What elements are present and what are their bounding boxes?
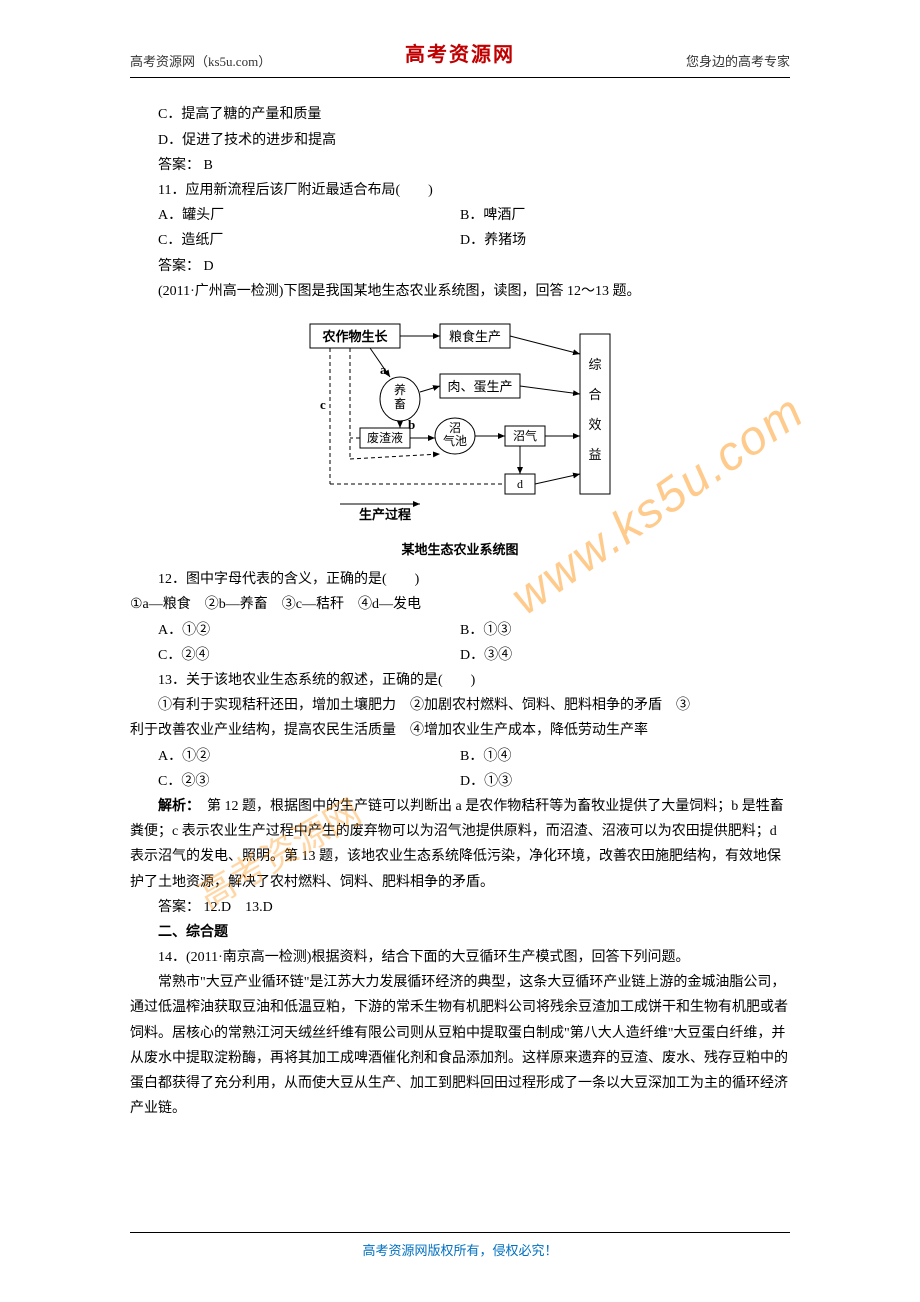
svg-text:沼: 沼 xyxy=(449,421,461,435)
svg-text:效: 效 xyxy=(588,417,601,432)
q12-option-b: B．①③ xyxy=(460,618,790,643)
q11-option-b: B．啤酒厂 xyxy=(460,203,790,228)
q12-options-row1: A．①② B．①③ xyxy=(130,618,790,643)
q12-choices: ①a—粮食 ②b—养畜 ③c—秸秆 ④d—发电 xyxy=(130,592,790,617)
svg-text:综: 综 xyxy=(588,357,601,372)
explanation: 解析： 第 12 题，根据图中的生产链可以判断出 a 是农作物秸秆等为畜牧业提供… xyxy=(130,794,790,895)
explain-label: 解析： xyxy=(158,799,193,814)
header-center: 高考资源网 xyxy=(405,37,515,73)
q12-option-a: A．①② xyxy=(130,618,460,643)
q13-option-a: A．①② xyxy=(130,744,460,769)
page-header: 高考资源网（ks5u.com） 高考资源网 您身边的高考专家 xyxy=(130,50,790,78)
q11-option-c: C．造纸厂 xyxy=(130,228,460,253)
q12-option-c: C．②④ xyxy=(130,643,460,668)
q14-stem: 14．(2011·南京高一检测)根据资料，结合下面的大豆循环生产模式图，回答下列… xyxy=(130,945,790,970)
diagram-caption: 某地生态农业系统图 xyxy=(130,538,790,561)
svg-text:养: 养 xyxy=(394,382,406,397)
svg-text:d: d xyxy=(517,477,523,491)
svg-text:生产过程: 生产过程 xyxy=(359,507,411,522)
q10-answer: 答案： B xyxy=(130,153,790,178)
q11-answer: 答案： D xyxy=(130,254,790,279)
svg-text:沼气: 沼气 xyxy=(513,428,537,443)
q11-stem: 11．应用新流程后该厂附近最适合布局( ) xyxy=(130,178,790,203)
q13-options-row1: A．①② B．①④ xyxy=(130,744,790,769)
ecology-diagram: 农作物生长 粮食生产 肉、蛋生产 养 畜 沼 气池 废渣液 沼气 d 综 xyxy=(130,314,790,534)
svg-text:合: 合 xyxy=(588,387,601,402)
explain-text: 第 12 题，根据图中的生产链可以判断出 a 是农作物秸秆等为畜牧业提供了大量饲… xyxy=(130,799,784,890)
intro-12-13: (2011·广州高一检测)下图是我国某地生态农业系统图，读图，回答 12～13 … xyxy=(130,279,790,304)
page-footer: 高考资源网版权所有，侵权必究！ xyxy=(130,1232,790,1262)
answer-value: B xyxy=(204,158,213,173)
svg-text:气池: 气池 xyxy=(443,433,467,448)
answer-text: 12.D 13.D xyxy=(204,900,273,915)
q13-stem: 13．关于该地农业生态系统的叙述，正确的是( ) xyxy=(130,668,790,693)
svg-text:肉、蛋生产: 肉、蛋生产 xyxy=(447,379,512,394)
q13-line1: ①有利于实现秸秆还田，增加土壤肥力 ②加剧农村燃料、饲料、肥料相争的矛盾 ③ xyxy=(130,693,790,718)
header-right: 您身边的高考专家 xyxy=(686,50,790,73)
answer-label: 答案： xyxy=(158,900,200,915)
header-left: 高考资源网（ks5u.com） xyxy=(130,50,271,73)
q11-options-row2: C．造纸厂 D．养猪场 xyxy=(130,228,790,253)
answers-12-13: 答案： 12.D 13.D xyxy=(130,895,790,920)
q13-option-c: C．②③ xyxy=(130,769,460,794)
q13-option-b: B．①④ xyxy=(460,744,790,769)
answer-value: D xyxy=(204,259,214,274)
content-body: www.ks5u.com 高考资源网 C．提高了糖的产量和质量 D．促进了技术的… xyxy=(130,102,790,1121)
q11-option-a: A．罐头厂 xyxy=(130,203,460,228)
svg-text:畜: 畜 xyxy=(394,396,406,411)
svg-text:益: 益 xyxy=(588,447,601,462)
q10-option-d: D．促进了技术的进步和提高 xyxy=(130,128,790,153)
q12-stem: 12．图中字母代表的含义，正确的是( ) xyxy=(130,567,790,592)
q14-para: 常熟市"大豆产业循环链"是江苏大力发展循环经济的典型，这条大豆循环产业链上游的金… xyxy=(130,970,790,1121)
q11-option-d: D．养猪场 xyxy=(460,228,790,253)
answer-label: 答案： xyxy=(158,259,200,274)
svg-text:农作物生长: 农作物生长 xyxy=(321,329,388,344)
svg-text:废渣液: 废渣液 xyxy=(367,430,403,445)
q11-options-row1: A．罐头厂 B．啤酒厂 xyxy=(130,203,790,228)
q10-option-c: C．提高了糖的产量和质量 xyxy=(130,102,790,127)
svg-text:粮食生产: 粮食生产 xyxy=(449,329,501,344)
answer-label: 答案： xyxy=(158,158,200,173)
q13-line2: 利于改善农业产业结构，提高农民生活质量 ④增加农业生产成本，降低劳动生产率 xyxy=(130,718,790,743)
svg-text:c: c xyxy=(320,397,326,412)
q12-option-d: D．③④ xyxy=(460,643,790,668)
q13-options-row2: C．②③ D．①③ xyxy=(130,769,790,794)
svg-text:b: b xyxy=(408,417,415,432)
q12-options-row2: C．②④ D．③④ xyxy=(130,643,790,668)
q13-option-d: D．①③ xyxy=(460,769,790,794)
section-2-title: 二、综合题 xyxy=(130,920,790,945)
